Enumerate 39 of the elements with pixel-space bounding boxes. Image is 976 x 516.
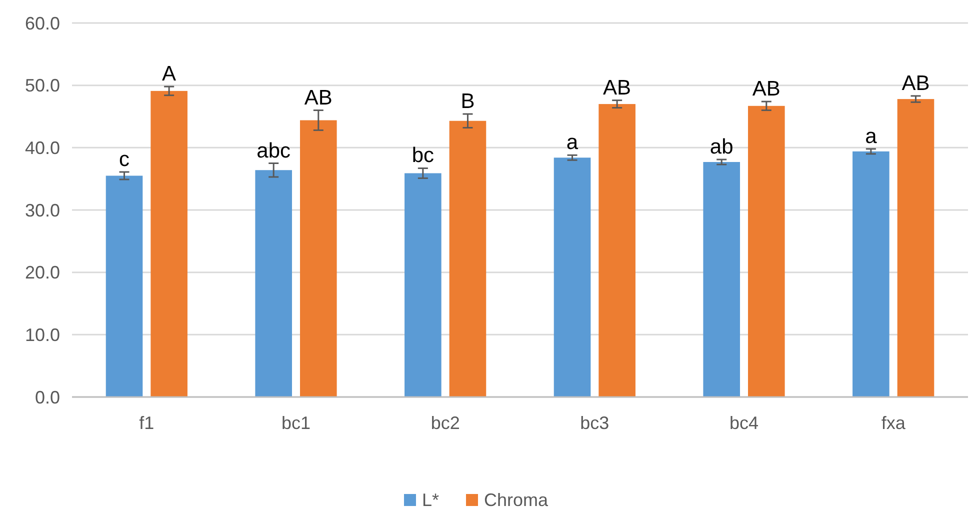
bar	[255, 170, 292, 397]
x-tick-label: bc4	[729, 413, 759, 433]
data-label: AB	[902, 72, 930, 95]
x-tick-label: bc3	[580, 413, 610, 433]
bar	[106, 176, 143, 397]
bar	[300, 120, 337, 397]
bar	[449, 120, 486, 397]
x-tick-label: fxa	[881, 413, 906, 433]
bar	[554, 158, 591, 397]
data-label: bc	[412, 144, 434, 168]
x-tick-label: bc1	[281, 413, 311, 433]
y-tick-label: 10.0	[24, 324, 60, 345]
bar	[897, 99, 934, 397]
data-label: AB	[752, 78, 780, 101]
y-tick-label: 60.0	[24, 13, 60, 34]
y-tick-label: 30.0	[24, 200, 60, 220]
data-label: abc	[256, 139, 291, 162]
bar	[150, 90, 188, 397]
legend-label: Chroma	[484, 490, 550, 510]
x-tick-label: f1	[139, 413, 154, 433]
bar	[404, 173, 442, 397]
legend-label: L*	[422, 490, 440, 510]
data-label: c	[119, 148, 130, 171]
bar	[748, 106, 785, 397]
bar	[703, 162, 740, 397]
data-label: B	[460, 90, 475, 114]
data-label: a	[865, 124, 878, 148]
data-label: a	[566, 131, 578, 154]
y-tick-label: 50.0	[24, 76, 60, 96]
y-tick-label: 0.0	[34, 387, 60, 408]
data-label: ab	[710, 136, 734, 159]
y-tick-label: 40.0	[24, 138, 60, 158]
bar	[598, 104, 636, 397]
data-label: AB	[603, 76, 632, 100]
bar	[852, 151, 890, 397]
data-label: A	[162, 62, 176, 86]
x-tick-label: bc2	[430, 413, 460, 433]
data-label: AB	[304, 86, 332, 110]
y-tick-label: 20.0	[24, 262, 60, 283]
